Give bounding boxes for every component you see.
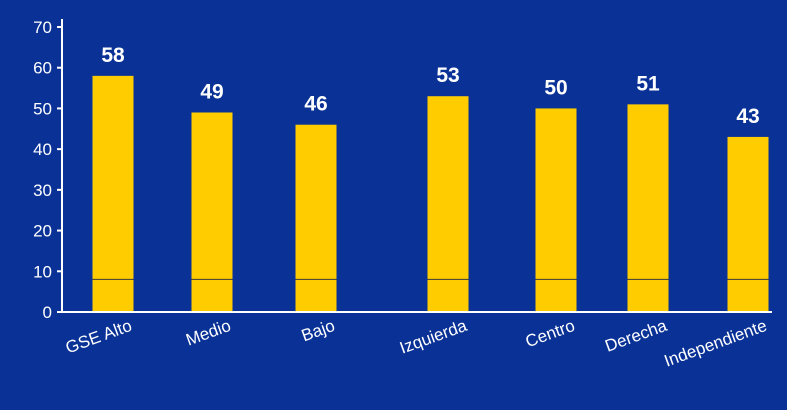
y-tick-label-50: 50 <box>33 99 52 118</box>
bar-medio <box>191 112 233 312</box>
y-tick-label-30: 30 <box>33 181 52 200</box>
data-label-izquierda: 53 <box>436 64 459 87</box>
data-label-independiente: 43 <box>736 105 759 128</box>
x-tick-label-centro: Centro <box>523 316 577 351</box>
data-label-derecha: 51 <box>636 72 660 95</box>
y-tick-label-40: 40 <box>33 140 52 159</box>
bar-derecha <box>627 104 669 312</box>
x-tick-label-gse-alto: GSE Alto <box>63 316 134 357</box>
x-tick-label-medio: Medio <box>183 316 233 350</box>
y-tick-label-60: 60 <box>33 59 52 78</box>
data-label-centro: 50 <box>544 76 567 99</box>
data-label-gse-alto: 58 <box>101 44 125 67</box>
y-tick-label-0: 0 <box>43 303 52 322</box>
y-tick-label-10: 10 <box>33 262 52 281</box>
bar-independiente <box>727 136 769 312</box>
y-tick-label-70: 70 <box>33 18 52 37</box>
bar-bajo <box>295 124 337 312</box>
x-tick-label-independiente: Independiente <box>662 316 770 371</box>
data-label-bajo: 46 <box>304 93 327 116</box>
x-tick-label-izquierda: Izquierda <box>397 316 470 358</box>
data-label-medio: 49 <box>200 81 223 104</box>
x-tick-label-derecha: Derecha <box>602 316 669 356</box>
y-axis: 0 10 20 30 40 50 60 70 <box>33 18 63 322</box>
bar-centro <box>535 108 577 312</box>
x-axis: GSE Alto Medio Bajo Izquierda Centro DerechaI… <box>62 311 772 371</box>
y-tick-label-20: 20 <box>33 222 52 241</box>
x-tick-label-bajo: Bajo <box>299 316 337 345</box>
bar-gse-alto <box>92 75 134 312</box>
bar-izquierda <box>427 96 469 312</box>
bars-group: 58 49 46 53 50 51 43 <box>92 44 769 312</box>
